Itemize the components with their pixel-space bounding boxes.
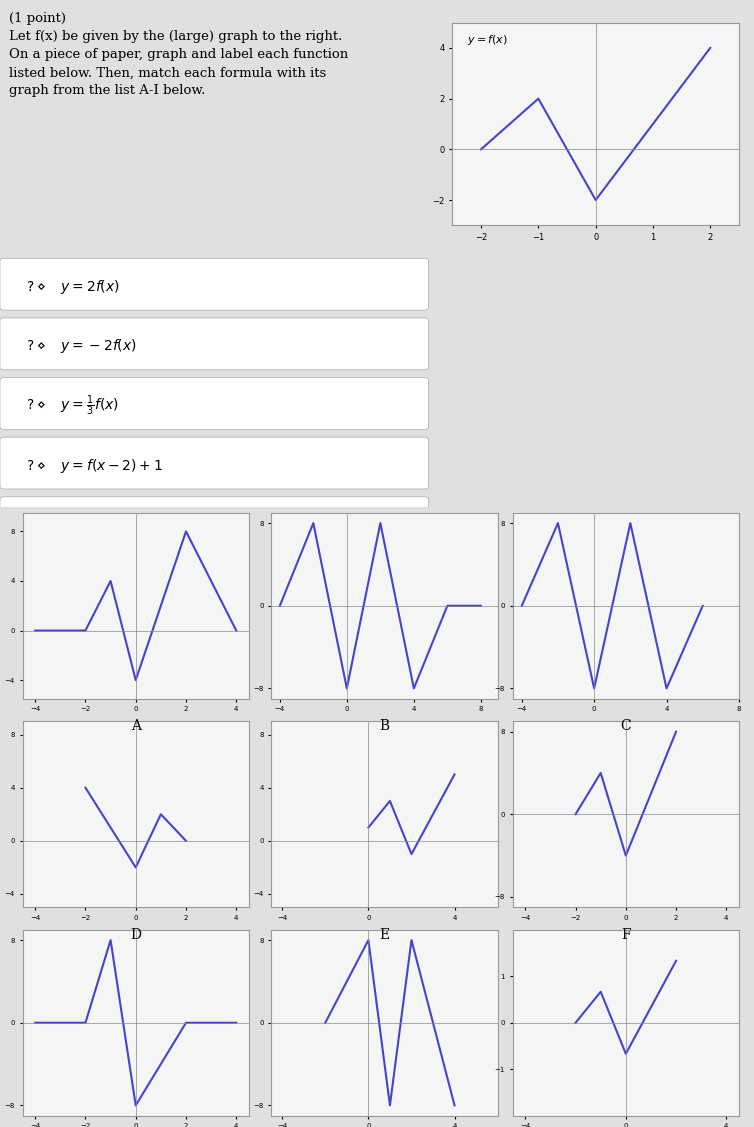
Text: D: D [130,928,141,941]
Text: $y = f(x)$: $y = f(x)$ [467,33,507,46]
Text: $? \diamond \quad y = \frac{1}{3}f(x)$: $? \diamond \quad y = \frac{1}{3}f(x)$ [26,394,119,418]
FancyBboxPatch shape [0,378,428,429]
FancyBboxPatch shape [0,258,428,310]
Text: B: B [379,719,390,733]
FancyBboxPatch shape [0,497,428,549]
FancyBboxPatch shape [0,437,428,489]
Text: $? \diamond \quad f(-x)$: $? \diamond \quad f(-x)$ [26,517,97,533]
Text: A: A [130,719,141,733]
Text: C: C [621,719,631,733]
Text: $? \diamond \quad y = 2f(x)$: $? \diamond \quad y = 2f(x)$ [26,278,120,295]
Text: $? \diamond \quad y = f(x-2)+1$: $? \diamond \quad y = f(x-2)+1$ [26,456,163,474]
Text: (1 point)
Let f(x) be given by the (large) graph to the right.
On a piece of pap: (1 point) Let f(x) be given by the (larg… [9,12,348,97]
Text: F: F [621,928,630,941]
FancyBboxPatch shape [0,318,428,370]
Text: $? \diamond \quad y = -2f(x)$: $? \diamond \quad y = -2f(x)$ [26,337,137,355]
Text: E: E [379,928,390,941]
